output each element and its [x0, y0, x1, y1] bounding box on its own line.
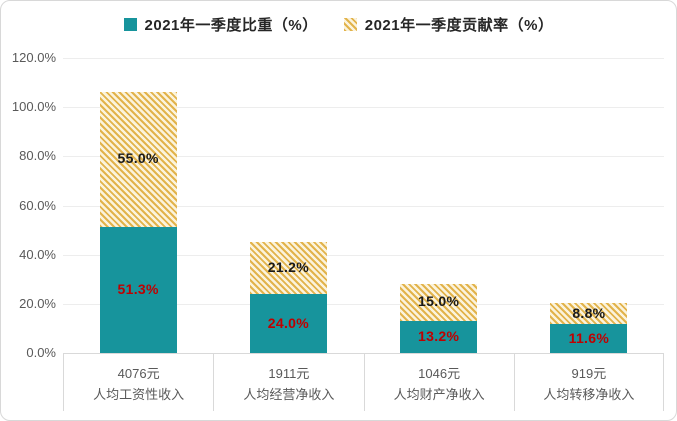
category-value-label: 4076元 — [117, 366, 160, 381]
bar-label-contribution: 8.8% — [572, 304, 606, 321]
y-axis-tick-label: 100.0% — [11, 99, 56, 115]
bar-segment-contribution: 21.2% — [249, 241, 327, 294]
gridline — [63, 58, 664, 59]
category-value-label: 1911元 — [268, 366, 310, 381]
bar-label-contribution: 55.0% — [117, 150, 159, 167]
y-axis-tick-label: 20.0% — [19, 295, 56, 311]
category-value-label: 1046元 — [418, 366, 461, 381]
bar-segment-share: 13.2% — [400, 320, 478, 353]
bar-segment-share: 51.3% — [99, 226, 177, 353]
y-axis-tick-label: 40.0% — [19, 246, 56, 262]
legend: 2021年一季度比重（%） 2021年一季度贡献率（%） — [1, 14, 676, 35]
bar-label-contribution: 21.2% — [267, 258, 309, 275]
bar-segment-share: 24.0% — [249, 294, 327, 353]
x-axis-category-cell: 1911元人均经营净收入 — [213, 354, 363, 411]
category-name-label: 人均经营净收入 — [243, 387, 335, 402]
legend-label: 2021年一季度贡献率（%） — [364, 17, 554, 34]
gridline — [63, 205, 664, 207]
hatch-swatch-icon — [343, 18, 357, 31]
gridline — [63, 156, 664, 158]
gridline — [63, 107, 664, 109]
y-axis-tick-label: 80.0% — [19, 148, 56, 164]
x-axis-category-cell: 1046元人均财产净收入 — [363, 354, 514, 411]
legend-label: 2021年一季度比重（%） — [144, 17, 318, 34]
bar-label-share: 24.0% — [267, 314, 309, 331]
bar-label-contribution: 15.0% — [418, 293, 460, 310]
x-axis-category-cell: 919元人均转移净收入 — [513, 354, 664, 411]
bar-segment-contribution: 8.8% — [550, 302, 628, 325]
gridline — [63, 303, 664, 305]
bar-label-share: 51.3% — [117, 280, 159, 297]
category-name-label: 人均财产净收入 — [393, 387, 485, 402]
gridline — [63, 254, 664, 256]
gridline — [63, 353, 664, 354]
legend-item-share: 2021年一季度比重（%） — [123, 14, 318, 35]
category-value-label: 919元 — [571, 366, 607, 381]
y-axis-tick-label: 120.0% — [11, 50, 56, 65]
legend-item-contribution: 2021年一季度贡献率（%） — [343, 14, 554, 35]
bar-label-share: 11.6% — [568, 329, 610, 346]
y-axis-tick-label: 60.0% — [19, 197, 56, 213]
bar-label-share: 13.2% — [418, 327, 460, 344]
x-axis-category-cell: 4076元人均工资性收入 — [63, 354, 213, 411]
category-name-label: 人均工资性收入 — [93, 387, 185, 402]
bar-segment-contribution: 15.0% — [400, 283, 478, 321]
category-name-label: 人均转移净收入 — [543, 387, 635, 402]
solid-swatch-icon — [123, 18, 137, 31]
y-axis-tick-label: 0.0% — [26, 345, 56, 360]
bar-segment-share: 11.6% — [550, 324, 628, 353]
bar-segment-contribution: 55.0% — [99, 91, 177, 227]
